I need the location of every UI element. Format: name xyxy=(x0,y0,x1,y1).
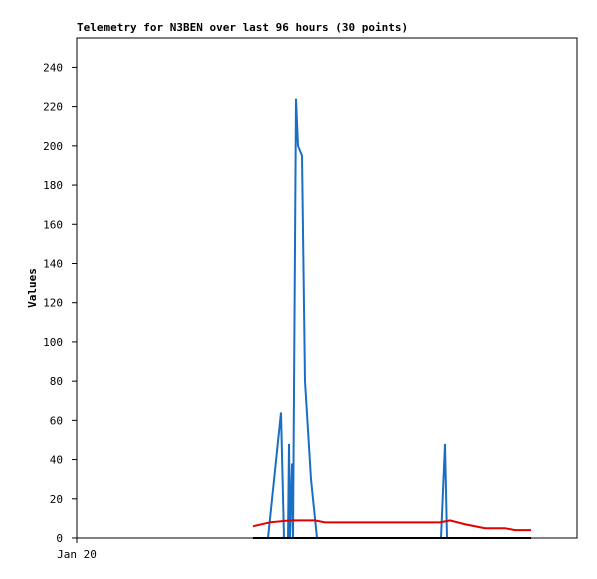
plot-frame xyxy=(76,37,578,539)
series-line xyxy=(267,98,448,539)
y-tick-label: 160 xyxy=(43,218,63,231)
y-tick-label: 120 xyxy=(43,297,63,310)
y-tick-label: 20 xyxy=(50,493,63,506)
series-line xyxy=(252,519,531,532)
y-tick-label: 140 xyxy=(43,257,63,270)
y-tick-label: 80 xyxy=(50,375,63,388)
y-tick-label: 200 xyxy=(43,140,63,153)
x-tick-label: Jan 20 xyxy=(57,548,97,561)
y-tick-label: 0 xyxy=(56,532,63,545)
y-tick-label: 100 xyxy=(43,336,63,349)
y-tick-label: 240 xyxy=(43,61,63,74)
y-tick-label: 220 xyxy=(43,101,63,114)
chart-title: Telemetry for N3BEN over last 96 hours (… xyxy=(77,21,408,34)
y-axis-label: Values xyxy=(26,268,39,308)
y-tick-label: 60 xyxy=(50,414,63,427)
y-tick-label: 180 xyxy=(43,179,63,192)
y-tick-label: 40 xyxy=(50,454,63,467)
